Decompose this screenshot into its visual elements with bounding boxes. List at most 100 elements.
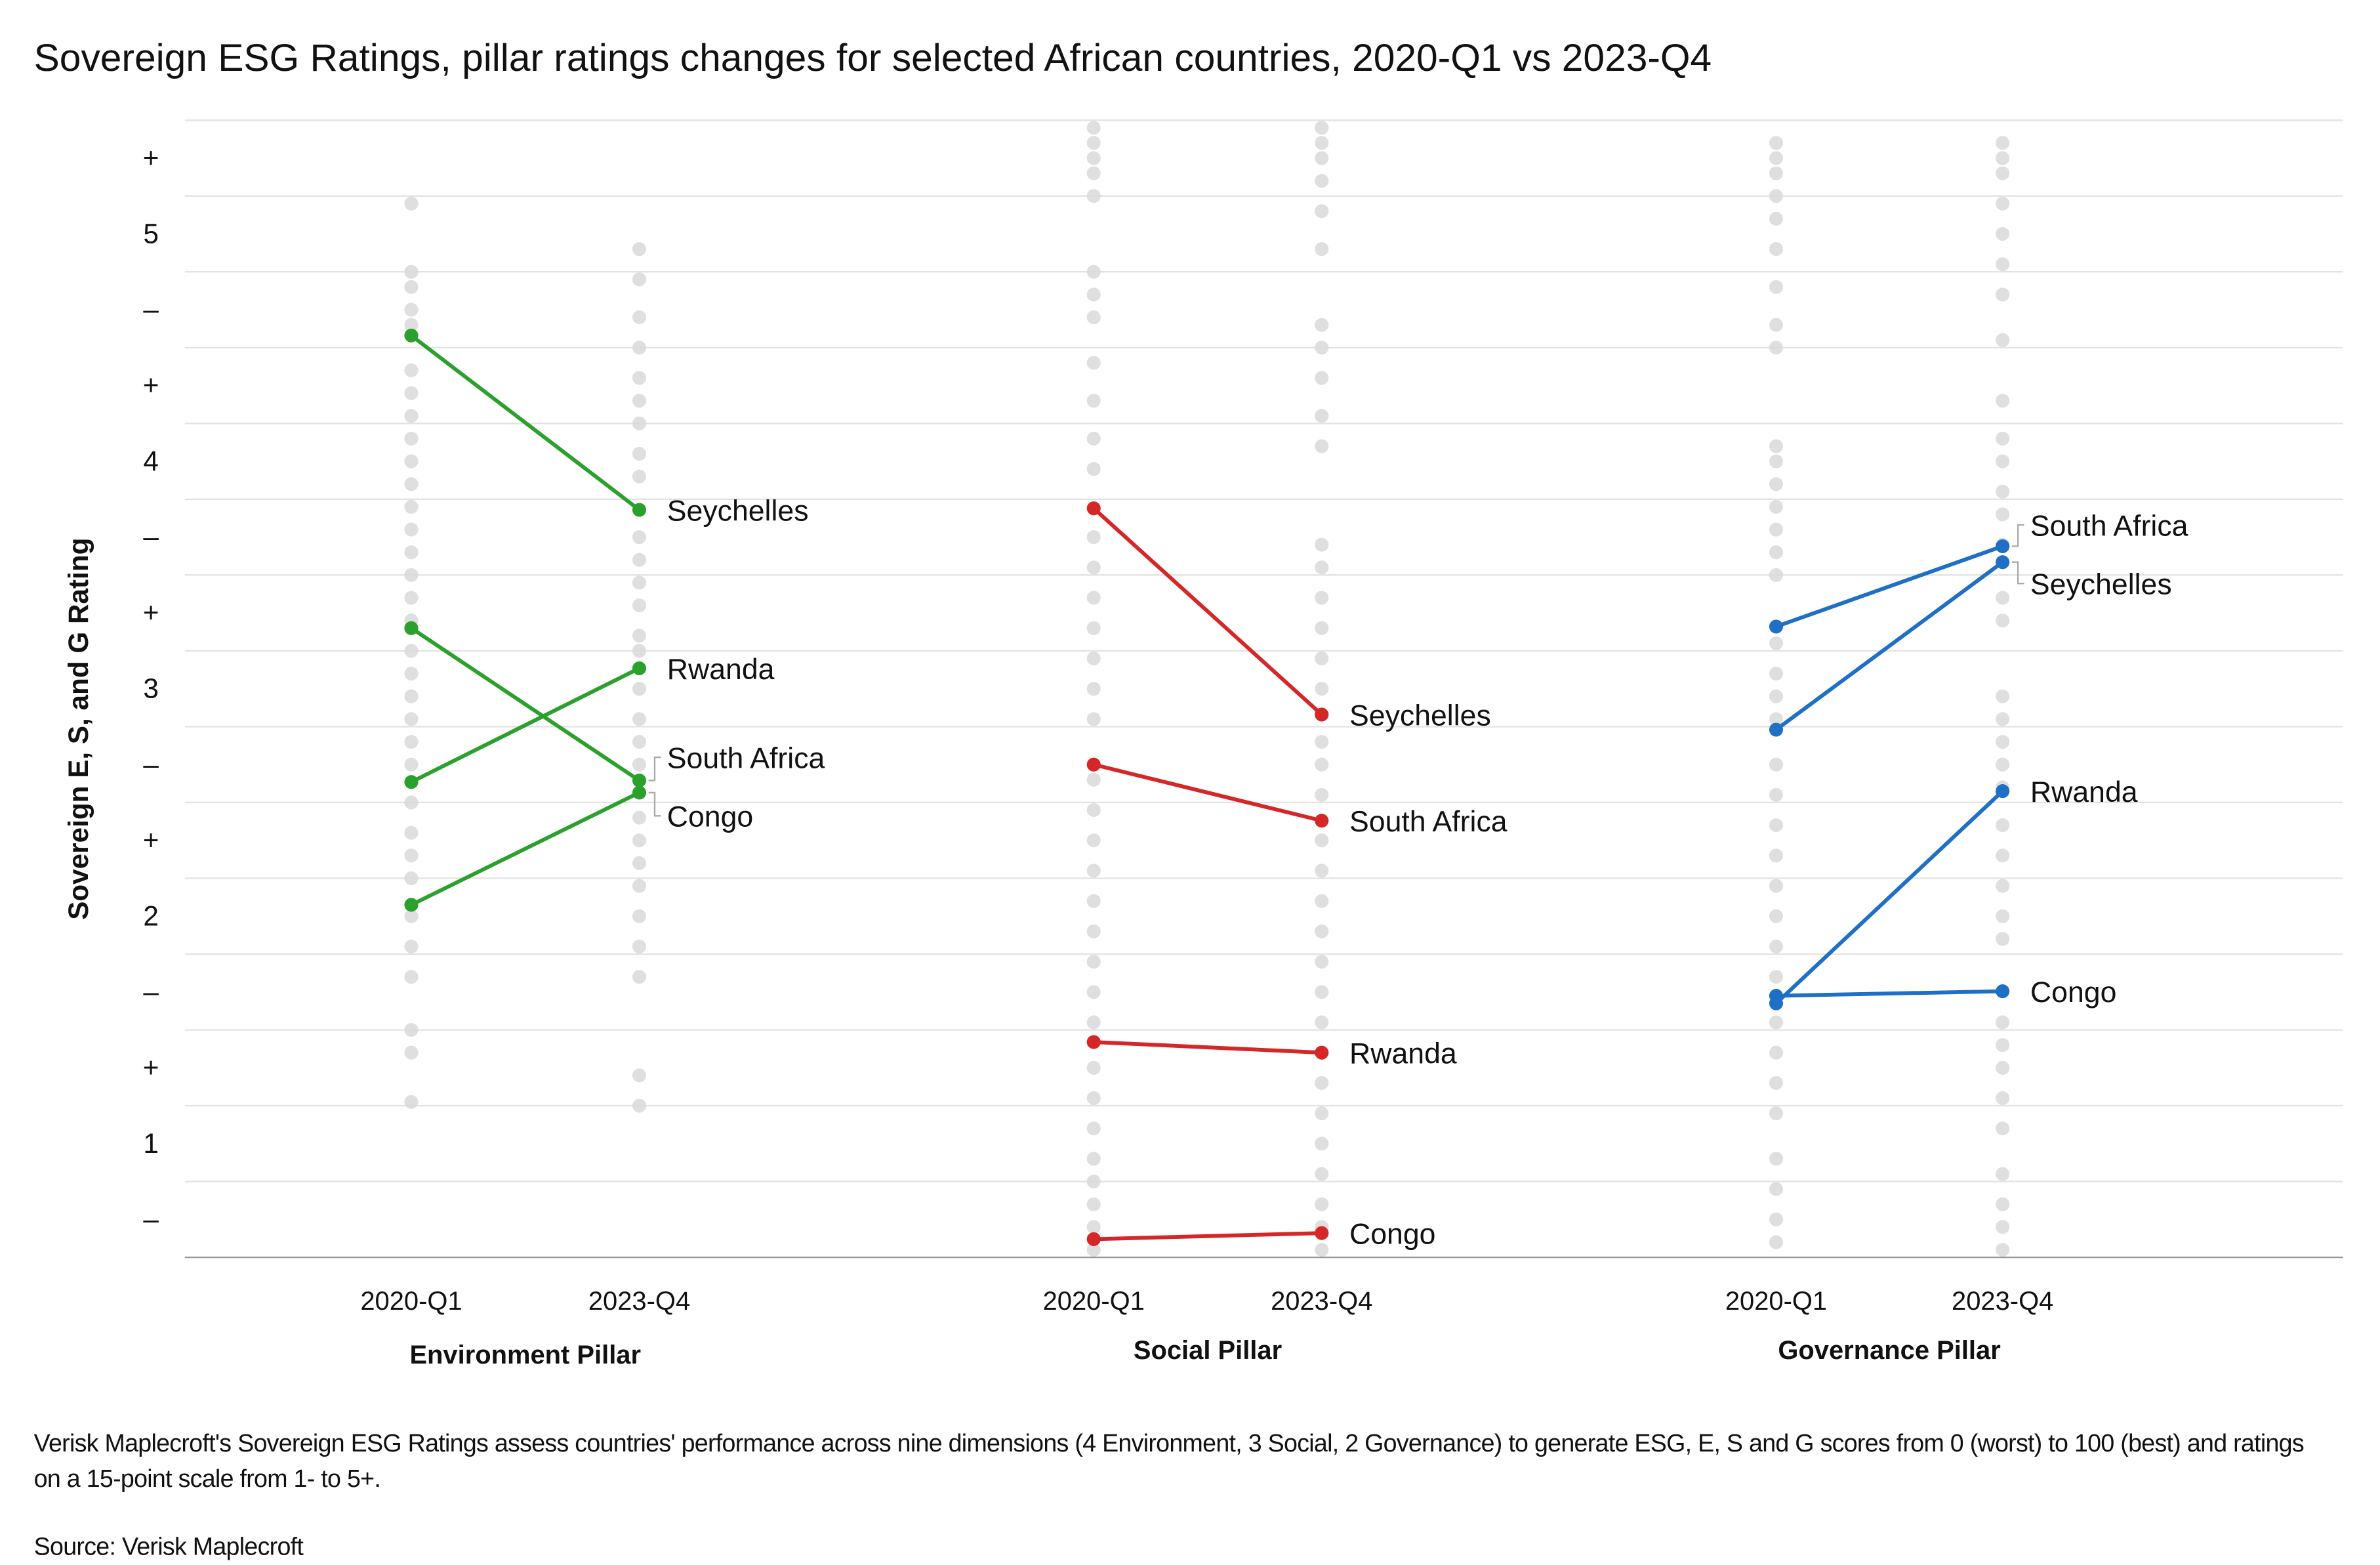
background-dot bbox=[1086, 864, 1101, 878]
background-dot bbox=[1996, 1060, 2010, 1075]
background-dot bbox=[1769, 454, 1784, 469]
background-dot bbox=[1769, 1075, 1784, 1090]
background-dot bbox=[1086, 1060, 1101, 1075]
background-dot bbox=[1996, 484, 2010, 499]
background-dot bbox=[1769, 1152, 1784, 1166]
series-point bbox=[404, 775, 419, 789]
series-label: Seychelles bbox=[667, 495, 809, 527]
background-dot bbox=[1315, 621, 1329, 635]
y-tick-label: 5 bbox=[143, 219, 159, 249]
background-dot bbox=[1996, 226, 2010, 241]
background-dot bbox=[632, 1098, 647, 1113]
background-dot bbox=[1315, 864, 1329, 878]
background-dot bbox=[1769, 280, 1784, 294]
background-dot bbox=[1315, 174, 1329, 188]
y-tick-label: 1 bbox=[143, 1128, 159, 1159]
background-dot bbox=[1086, 530, 1101, 545]
background-dot bbox=[1769, 1015, 1784, 1030]
background-dot bbox=[1315, 1167, 1329, 1181]
background-dot bbox=[632, 856, 647, 870]
series-point bbox=[1086, 757, 1101, 772]
background-dot bbox=[1086, 712, 1101, 726]
background-dot bbox=[404, 939, 419, 954]
background-dot bbox=[1769, 970, 1784, 984]
background-dot bbox=[1086, 287, 1101, 302]
background-dot bbox=[404, 431, 419, 446]
background-dot bbox=[632, 371, 647, 385]
series-label: South Africa bbox=[667, 743, 825, 775]
x-tick-label: 2020-Q1 bbox=[1043, 1287, 1145, 1316]
background-dot bbox=[1315, 560, 1329, 575]
series-line bbox=[410, 333, 641, 512]
background-dot bbox=[1769, 818, 1784, 833]
background-dot bbox=[1315, 1243, 1329, 1257]
background-dot bbox=[1086, 833, 1101, 848]
background-dot bbox=[1996, 1015, 2010, 1030]
background-dot bbox=[1086, 682, 1101, 696]
series-point bbox=[1315, 1226, 1329, 1240]
background-dot bbox=[1315, 241, 1329, 257]
background-dot bbox=[1769, 666, 1784, 681]
panel-title: Environment Pillar bbox=[409, 1341, 641, 1369]
background-dot bbox=[1315, 682, 1329, 696]
series-label: Congo bbox=[1349, 1219, 1435, 1251]
background-dot bbox=[1315, 204, 1329, 219]
background-dot bbox=[1769, 757, 1784, 772]
background-dot bbox=[1086, 121, 1101, 135]
y-tick-label: + bbox=[143, 597, 159, 628]
background-dot bbox=[404, 712, 419, 726]
background-dot bbox=[632, 734, 647, 749]
background-dot bbox=[632, 810, 647, 825]
y-tick-label: + bbox=[143, 142, 159, 173]
label-leader bbox=[648, 791, 661, 817]
series-label: Congo bbox=[2030, 976, 2116, 1009]
background-dot bbox=[1315, 1137, 1329, 1151]
background-dot bbox=[1769, 151, 1784, 165]
background-dot bbox=[1996, 909, 2010, 923]
background-dot bbox=[404, 545, 419, 560]
background-dot bbox=[1315, 151, 1329, 165]
background-dot bbox=[1315, 1197, 1329, 1211]
background-dot bbox=[404, 795, 419, 810]
y-tick-label: 2 bbox=[143, 900, 159, 931]
background-dot bbox=[632, 939, 647, 954]
background-dot bbox=[1315, 787, 1329, 802]
background-dot bbox=[632, 310, 647, 325]
series-line bbox=[410, 626, 641, 782]
background-dot bbox=[404, 1045, 419, 1060]
background-dot bbox=[1996, 1243, 2010, 1257]
background-dot bbox=[632, 712, 647, 726]
background-dot bbox=[1315, 985, 1329, 999]
background-dot bbox=[404, 848, 419, 863]
background-dot bbox=[1315, 894, 1329, 908]
series-point bbox=[1086, 501, 1101, 516]
series-line bbox=[1094, 1040, 1322, 1055]
background-dot bbox=[1086, 462, 1101, 476]
background-dot bbox=[632, 682, 647, 696]
background-dot bbox=[404, 734, 419, 749]
background-dot bbox=[404, 568, 419, 582]
y-tick-label: – bbox=[143, 522, 159, 553]
series-label: Seychelles bbox=[2030, 569, 2172, 601]
background-dot bbox=[1769, 689, 1784, 703]
background-dot bbox=[1315, 409, 1329, 423]
background-dot bbox=[1769, 879, 1784, 893]
background-dot bbox=[632, 629, 647, 643]
background-dot bbox=[1769, 1235, 1784, 1249]
series-label: Seychelles bbox=[1349, 699, 1491, 732]
background-dot bbox=[1086, 431, 1101, 446]
background-dot bbox=[404, 264, 419, 279]
background-dot bbox=[1769, 477, 1784, 491]
background-dot bbox=[632, 272, 647, 287]
y-tick-label: – bbox=[143, 294, 159, 325]
background-dot bbox=[1996, 1197, 2010, 1211]
background-dot bbox=[404, 318, 419, 332]
background-dot bbox=[404, 871, 419, 886]
series-point bbox=[1769, 619, 1784, 634]
series-line bbox=[1093, 762, 1323, 823]
background-dot bbox=[1315, 1106, 1329, 1121]
y-tick-label: + bbox=[143, 825, 159, 856]
series-point bbox=[632, 785, 647, 800]
background-dot bbox=[1769, 1212, 1784, 1226]
background-dot bbox=[404, 454, 419, 469]
